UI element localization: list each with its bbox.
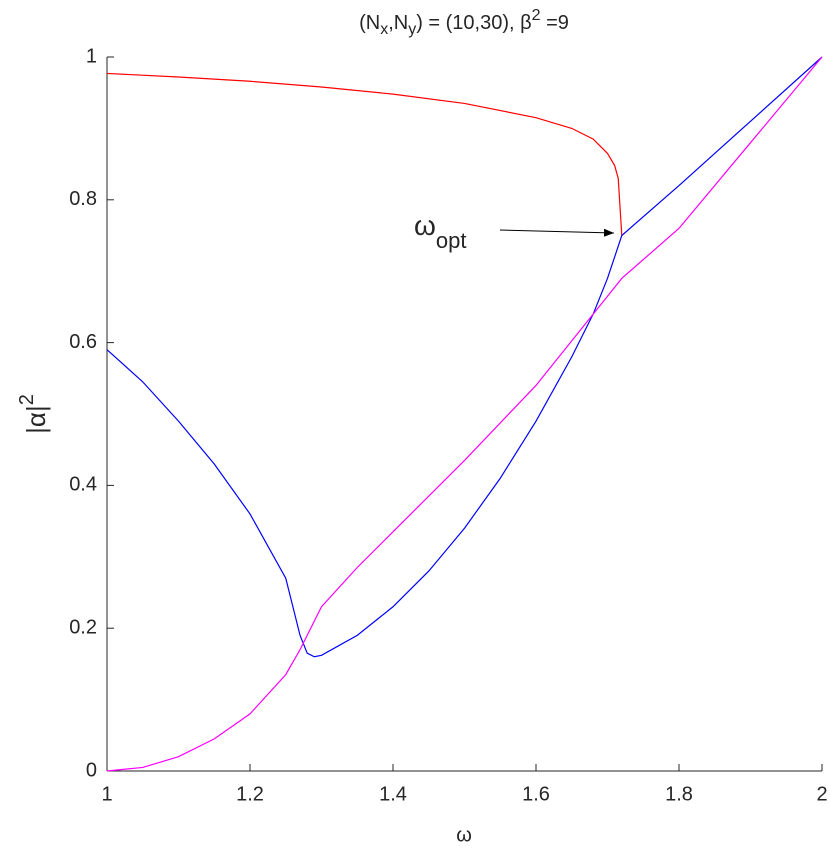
x-tick-label: 1.2 — [236, 783, 264, 805]
annotation: ωopt — [414, 210, 466, 252]
chart-title-part: ,N — [388, 12, 408, 34]
chart-title-part: 2 — [532, 7, 541, 24]
chart-title-part: y — [408, 21, 416, 38]
x-axis-label: ω — [456, 824, 472, 846]
chart-title-part: ) = (10,30), — [416, 12, 520, 34]
x-tick-label: 2 — [816, 783, 827, 805]
y-axis-label: |α|2 — [16, 394, 51, 434]
y-tick-label: 1 — [86, 45, 97, 67]
chart-title-part: β — [520, 12, 532, 34]
x-tick-label: 1.6 — [522, 783, 550, 805]
series-line — [106, 72, 623, 236]
y-tick-label: 0.8 — [69, 188, 97, 210]
y-tick-label: 0.2 — [69, 616, 97, 638]
x-tick-label: 1.4 — [379, 783, 407, 805]
chart-title-part: (N — [359, 12, 380, 34]
y-axis-label-part: |α| — [21, 405, 51, 434]
chart-title-part: x — [380, 21, 388, 38]
chart-title: (Nx,Ny) = (10,30), β2 =9 — [359, 7, 569, 38]
series-line — [106, 56, 823, 658]
annotation-arrow — [499, 228, 615, 237]
x-tick-label: 1.8 — [665, 783, 693, 805]
series-line — [106, 56, 823, 772]
annotation-part: ω — [414, 210, 436, 241]
x-tick-label: 1 — [101, 783, 112, 805]
annotation-part: opt — [436, 228, 467, 253]
y-tick-label: 0.6 — [69, 331, 97, 353]
chart-title-part: =9 — [541, 12, 569, 34]
y-axis-label-part: 2 — [16, 394, 38, 405]
y-tick-label: 0.4 — [69, 474, 97, 496]
y-tick-label: 0 — [86, 759, 97, 781]
